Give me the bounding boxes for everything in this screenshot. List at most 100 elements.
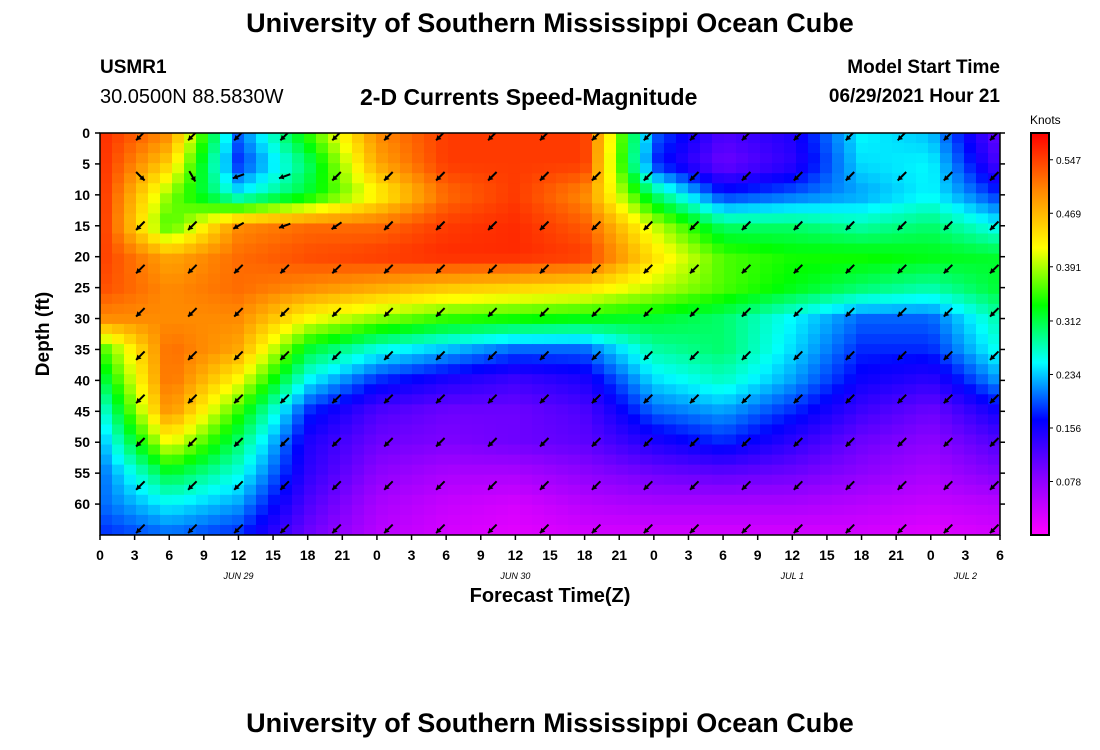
heatmap-cell [520, 494, 533, 506]
heatmap-cell [100, 303, 113, 315]
heatmap-cell [844, 434, 857, 446]
heatmap-cell [196, 283, 209, 295]
heatmap-cell [472, 394, 485, 405]
heatmap-cell [220, 494, 233, 506]
heatmap-cell [532, 404, 545, 415]
heatmap-cell [532, 153, 545, 164]
heatmap-cell [364, 404, 377, 415]
x-tick-label: 21 [611, 547, 627, 563]
heatmap-cell [628, 233, 641, 245]
heatmap-cell [208, 133, 221, 144]
heatmap-cell [160, 283, 173, 295]
heatmap-cell [820, 303, 833, 315]
heatmap-cell [112, 454, 125, 466]
heatmap-cell [304, 323, 317, 335]
heatmap-cell [496, 263, 509, 275]
heatmap-cell [724, 313, 737, 325]
heatmap-cell [208, 173, 221, 184]
heatmap-cell [352, 334, 365, 345]
heatmap-cell [436, 484, 449, 496]
heatmap-cell [148, 514, 161, 526]
heatmap-cell [364, 153, 377, 164]
heatmap-cell [700, 253, 713, 265]
heatmap-cell [652, 293, 665, 305]
heatmap-cell [772, 464, 785, 476]
heatmap-cell [364, 344, 377, 355]
heatmap-cell [460, 424, 473, 436]
heatmap-cell [388, 183, 401, 194]
heatmap-cell [112, 434, 125, 446]
current-vector-arrow [896, 220, 907, 231]
heatmap-cell [172, 253, 185, 265]
heatmap-cell [928, 233, 941, 245]
heatmap-cell [388, 394, 401, 405]
heatmap-cell [280, 514, 293, 526]
heatmap-cell [232, 163, 245, 174]
heatmap-cell [916, 323, 929, 335]
heatmap-cell [292, 313, 305, 325]
heatmap-cell [400, 394, 413, 405]
heatmap-cell [688, 364, 701, 375]
heatmap-cell [784, 354, 797, 365]
heatmap-cell [148, 354, 161, 365]
heatmap-cell [436, 424, 449, 436]
heatmap-cell [484, 313, 497, 325]
heatmap-cell [844, 484, 857, 496]
heatmap-cell [580, 524, 593, 535]
heatmap-cell [556, 464, 569, 476]
heatmap-cell [508, 243, 521, 255]
heatmap-cell [340, 303, 353, 315]
current-vector-arrow [487, 523, 498, 534]
heatmap-cell [136, 414, 149, 426]
heatmap-cell [208, 414, 221, 426]
heatmap-cell [988, 384, 1000, 395]
heatmap-cell [592, 414, 605, 426]
heatmap-cell [340, 143, 353, 154]
heatmap-cell [520, 203, 533, 214]
heatmap-cell [880, 303, 893, 315]
heatmap-cell [388, 233, 401, 245]
heatmap-cell [820, 293, 833, 305]
heatmap-cell [136, 374, 149, 385]
heatmap-cell [892, 323, 905, 335]
heatmap-cell [496, 293, 509, 305]
y-tick-label: 25 [74, 280, 90, 296]
heatmap-cell [844, 424, 857, 436]
heatmap-cell [904, 293, 917, 305]
heatmap-cell [436, 354, 449, 365]
heatmap-cell [316, 303, 329, 315]
heatmap-cell [172, 424, 185, 436]
heatmap-cell [688, 434, 701, 446]
x-tick-label: 12 [508, 547, 524, 563]
heatmap-cell [292, 484, 305, 496]
heatmap-cell [388, 243, 401, 255]
heatmap-cell [652, 464, 665, 476]
heatmap-cell [532, 283, 545, 295]
heatmap-cell [568, 153, 581, 164]
heatmap-cell [256, 293, 269, 305]
heatmap-cell [508, 133, 521, 144]
heatmap-cell [748, 153, 761, 164]
heatmap-cell [652, 153, 665, 164]
heatmap-cell [328, 354, 341, 365]
heatmap-cell [244, 293, 257, 305]
heatmap-cell [712, 223, 725, 235]
heatmap-cell [832, 474, 845, 486]
heatmap-cell [280, 474, 293, 486]
heatmap-cell [796, 524, 809, 535]
heatmap-cell [832, 504, 845, 516]
heatmap-cell [184, 354, 197, 365]
heatmap-cell [100, 153, 113, 164]
heatmap-cell [544, 253, 557, 265]
heatmap-cell [568, 323, 581, 335]
heatmap-cell [136, 153, 149, 164]
heatmap-cell [712, 303, 725, 315]
heatmap-cell [988, 163, 1000, 174]
heatmap-cell [688, 273, 701, 285]
heatmap-cell [364, 213, 377, 225]
heatmap-cell [676, 484, 689, 496]
heatmap-cell [544, 344, 557, 355]
heatmap-cell [424, 223, 437, 235]
heatmap-cell [532, 263, 545, 275]
heatmap-cell [820, 273, 833, 285]
